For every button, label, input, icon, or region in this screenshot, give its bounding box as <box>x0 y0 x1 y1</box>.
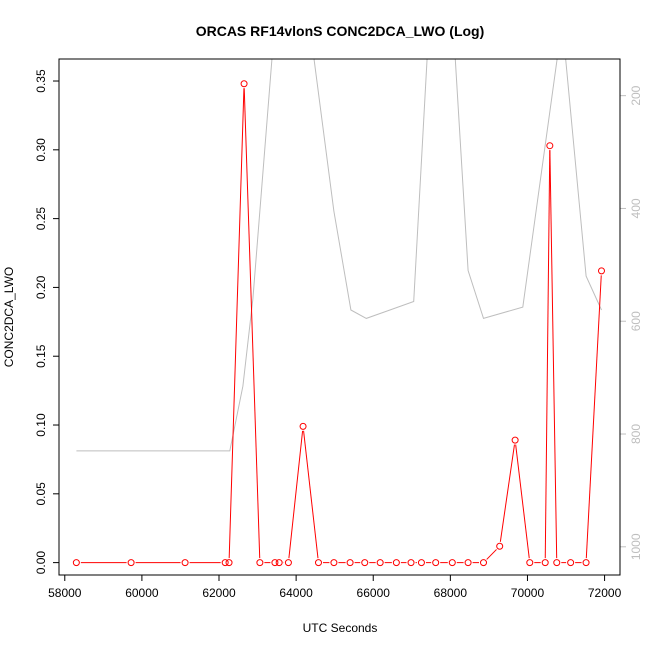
data-point <box>225 559 233 567</box>
data-point <box>407 559 415 567</box>
data-point <box>511 436 519 444</box>
x-tick-label: 64000 <box>279 586 313 600</box>
data-point <box>546 142 554 150</box>
y-tick-label: 0.05 <box>34 482 48 506</box>
y-axis-label: CONC2DCA_LWO <box>2 267 16 367</box>
chart-title: ORCAS RF14vlonS CONC2DCA_LWO (Log) <box>196 23 485 39</box>
data-point <box>346 559 354 567</box>
x-tick-label: 66000 <box>357 586 391 600</box>
data-point <box>432 559 440 567</box>
x-tick-label: 58000 <box>48 586 82 600</box>
data-point <box>582 559 590 567</box>
y2-tick-label: 200 <box>629 85 643 105</box>
data-point <box>480 559 488 567</box>
series-segment <box>303 430 319 559</box>
y-tick-label: 0.10 <box>34 413 48 437</box>
x-tick-label: 72000 <box>588 586 622 600</box>
series-segment <box>486 549 497 560</box>
red-series <box>72 80 605 567</box>
data-point <box>181 559 189 567</box>
data-point <box>464 559 472 567</box>
data-point <box>275 559 283 567</box>
y2-tick-label: 400 <box>629 198 643 218</box>
data-point <box>361 559 369 567</box>
data-point <box>284 559 292 567</box>
data-point <box>256 559 264 567</box>
axes-group: 58000 60000 62000 64000 66000 68000 70000 72000… <box>34 69 643 600</box>
data-point <box>526 559 534 567</box>
y-tick-label: 0.20 <box>34 275 48 299</box>
series-group <box>72 59 605 567</box>
y-tick-label: 0.30 <box>34 138 48 162</box>
x-tick-label: 70000 <box>511 586 545 600</box>
data-point <box>330 559 338 567</box>
y2-tick-label: 1000 <box>629 533 643 560</box>
series-segment <box>228 88 245 559</box>
grey-series <box>76 59 602 452</box>
data-point <box>417 559 425 567</box>
y-tick-label: 0.35 <box>34 69 48 93</box>
series-segment <box>585 275 602 559</box>
data-point <box>240 80 248 88</box>
data-point <box>392 559 400 567</box>
data-point <box>271 559 279 567</box>
y-tick-label: 0.00 <box>34 551 48 575</box>
data-point <box>72 559 80 567</box>
data-point <box>221 559 229 567</box>
data-point <box>448 559 456 567</box>
y2-tick-label: 600 <box>629 311 643 331</box>
data-point <box>127 559 135 567</box>
plot-frame <box>58 58 621 576</box>
series-segment <box>243 88 261 559</box>
data-point <box>567 559 575 567</box>
data-point <box>314 559 322 567</box>
data-point <box>299 422 307 430</box>
data-point <box>597 267 605 275</box>
y-tick-label: 0.15 <box>34 344 48 368</box>
data-point <box>541 559 549 567</box>
x-tick-label: 60000 <box>125 586 159 600</box>
series-segment <box>288 430 304 559</box>
series-line <box>76 59 602 452</box>
series-segment <box>499 444 515 542</box>
data-point <box>376 559 384 567</box>
y-tick-label: 0.25 <box>34 207 48 231</box>
series-segment <box>544 150 551 559</box>
x-tick-label: 68000 <box>434 586 468 600</box>
x-tick-label: 62000 <box>202 586 236 600</box>
series-segment <box>549 150 558 559</box>
data-point <box>496 542 504 550</box>
series-segment <box>515 444 530 559</box>
x-axis-label: UTC Seconds <box>303 621 378 635</box>
data-point <box>553 559 561 567</box>
y2-tick-label: 800 <box>629 424 643 444</box>
